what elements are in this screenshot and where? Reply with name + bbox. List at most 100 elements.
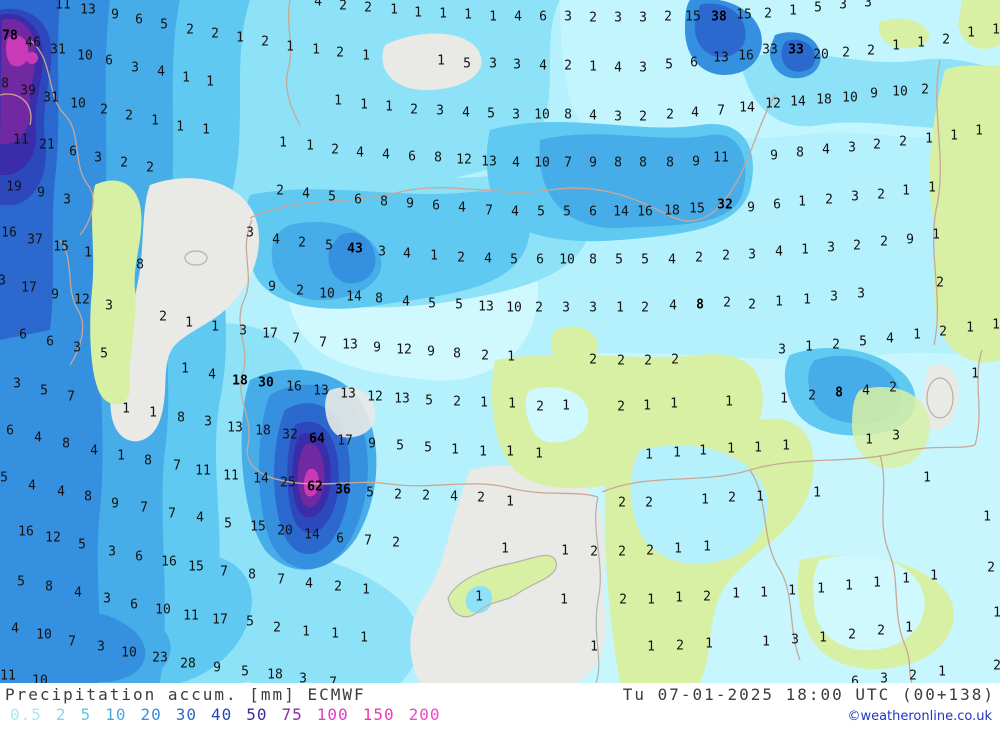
- precip-value: 3: [513, 57, 521, 73]
- precip-value: 15: [53, 239, 69, 255]
- precip-value: 8: [696, 297, 704, 313]
- precip-value: 62: [307, 479, 323, 495]
- map-title: Precipitation accum. [mm] ECMWF: [5, 685, 366, 704]
- precip-value: 1: [923, 470, 931, 486]
- precip-value: 7: [140, 500, 148, 516]
- precip-value: 7: [220, 564, 228, 580]
- precip-value: 10: [892, 84, 908, 100]
- precip-value: 5: [428, 296, 436, 312]
- precip-value: 1: [206, 74, 214, 90]
- precip-value: 6: [19, 327, 27, 343]
- precip-value: 1: [302, 624, 310, 640]
- precip-value: 4: [302, 186, 310, 202]
- precip-value: 16: [286, 379, 302, 395]
- precip-value: 2: [481, 348, 489, 364]
- precip-value: 1: [905, 620, 913, 636]
- precip-value: 1: [845, 578, 853, 594]
- precip-value: 1: [151, 113, 159, 129]
- precip-value: 13: [481, 154, 497, 170]
- precip-value: 8: [614, 155, 622, 171]
- precip-value: 2: [646, 543, 654, 559]
- precip-value: 7: [168, 506, 176, 522]
- precip-value: 1: [780, 391, 788, 407]
- precip-value: 9: [406, 196, 414, 212]
- precip-value: 6: [6, 423, 14, 439]
- precip-value: 11: [713, 150, 729, 166]
- precip-value: 1: [122, 401, 130, 417]
- precip-value: 6: [589, 204, 597, 220]
- precip-value: 11: [55, 0, 71, 13]
- precip-value: 6: [536, 252, 544, 268]
- precip-value: 17: [262, 326, 278, 342]
- map-graphic: [0, 0, 1000, 683]
- precip-value: 1: [562, 398, 570, 414]
- precip-value: 2: [703, 589, 711, 605]
- precip-value: 1: [775, 294, 783, 310]
- precip-value: 18: [255, 423, 271, 439]
- precip-value: 1: [993, 605, 1000, 621]
- precip-value: 9: [37, 185, 45, 201]
- precip-value: 8: [177, 410, 185, 426]
- legend-value: 200: [408, 705, 441, 724]
- precip-value: 2: [394, 487, 402, 503]
- precip-value: 9: [268, 279, 276, 295]
- precip-value: 2: [666, 107, 674, 123]
- precip-value: 1: [925, 131, 933, 147]
- precip-value: 38: [711, 9, 727, 25]
- precip-value: 4: [28, 478, 36, 494]
- precip-value: 10: [77, 48, 93, 64]
- precip-value: 18: [267, 667, 283, 683]
- copyright-link[interactable]: ©weatheronline.co.uk: [847, 709, 992, 724]
- precip-value: 3: [830, 289, 838, 305]
- precip-value: 10: [319, 286, 335, 302]
- precip-value: 16: [1, 225, 17, 241]
- precip-value: 15: [685, 9, 701, 25]
- precip-value: 4: [514, 9, 522, 25]
- precip-value: 9: [906, 232, 914, 248]
- precip-value: 2: [853, 238, 861, 254]
- precip-value: 30: [258, 375, 274, 391]
- precip-value: 4: [450, 489, 458, 505]
- precip-value: 4: [356, 145, 364, 161]
- precip-value: 5: [510, 252, 518, 268]
- precip-value: 3: [589, 300, 597, 316]
- precip-value: 2: [590, 544, 598, 560]
- precip-value: 20: [813, 47, 829, 63]
- precip-value: 36: [335, 482, 351, 498]
- precip-value: 1: [788, 583, 796, 599]
- precip-value: 1: [480, 395, 488, 411]
- precip-value: 17: [337, 433, 353, 449]
- precip-value: 1: [992, 22, 1000, 38]
- precip-value: 13: [478, 299, 494, 315]
- precip-value: 2: [748, 297, 756, 313]
- precip-value: 7: [485, 203, 493, 219]
- precip-value: 1: [312, 42, 320, 58]
- precip-value: 1: [892, 38, 900, 54]
- precip-value: 2: [987, 560, 995, 576]
- precip-value: 2: [676, 638, 684, 654]
- precip-value: 2: [695, 250, 703, 266]
- precip-value: 1: [211, 319, 219, 335]
- precip-value: 7: [364, 533, 372, 549]
- precip-value: 2: [186, 22, 194, 38]
- precip-value: 1: [819, 630, 827, 646]
- precip-value: 1: [236, 30, 244, 46]
- precip-value: 9: [747, 200, 755, 216]
- precip-value: 1: [801, 242, 809, 258]
- precip-value: 1: [185, 315, 193, 331]
- precip-value: 33: [788, 42, 804, 58]
- precip-value: 15: [188, 559, 204, 575]
- precip-value: 2: [336, 45, 344, 61]
- precip-value: 2: [339, 0, 347, 14]
- precip-value: 2: [993, 658, 1000, 674]
- precip-value: 11: [195, 463, 211, 479]
- precip-value: 18: [816, 92, 832, 108]
- map-timestamp: Tu 07-01-2025 18:00 UTC (00+138): [622, 685, 995, 704]
- precip-value: 2: [564, 58, 572, 74]
- precip-value: 4: [614, 60, 622, 76]
- precip-value: 1: [479, 444, 487, 460]
- precip-value: 3: [103, 591, 111, 607]
- precip-value: 2: [728, 490, 736, 506]
- precip-value: 12: [45, 530, 61, 546]
